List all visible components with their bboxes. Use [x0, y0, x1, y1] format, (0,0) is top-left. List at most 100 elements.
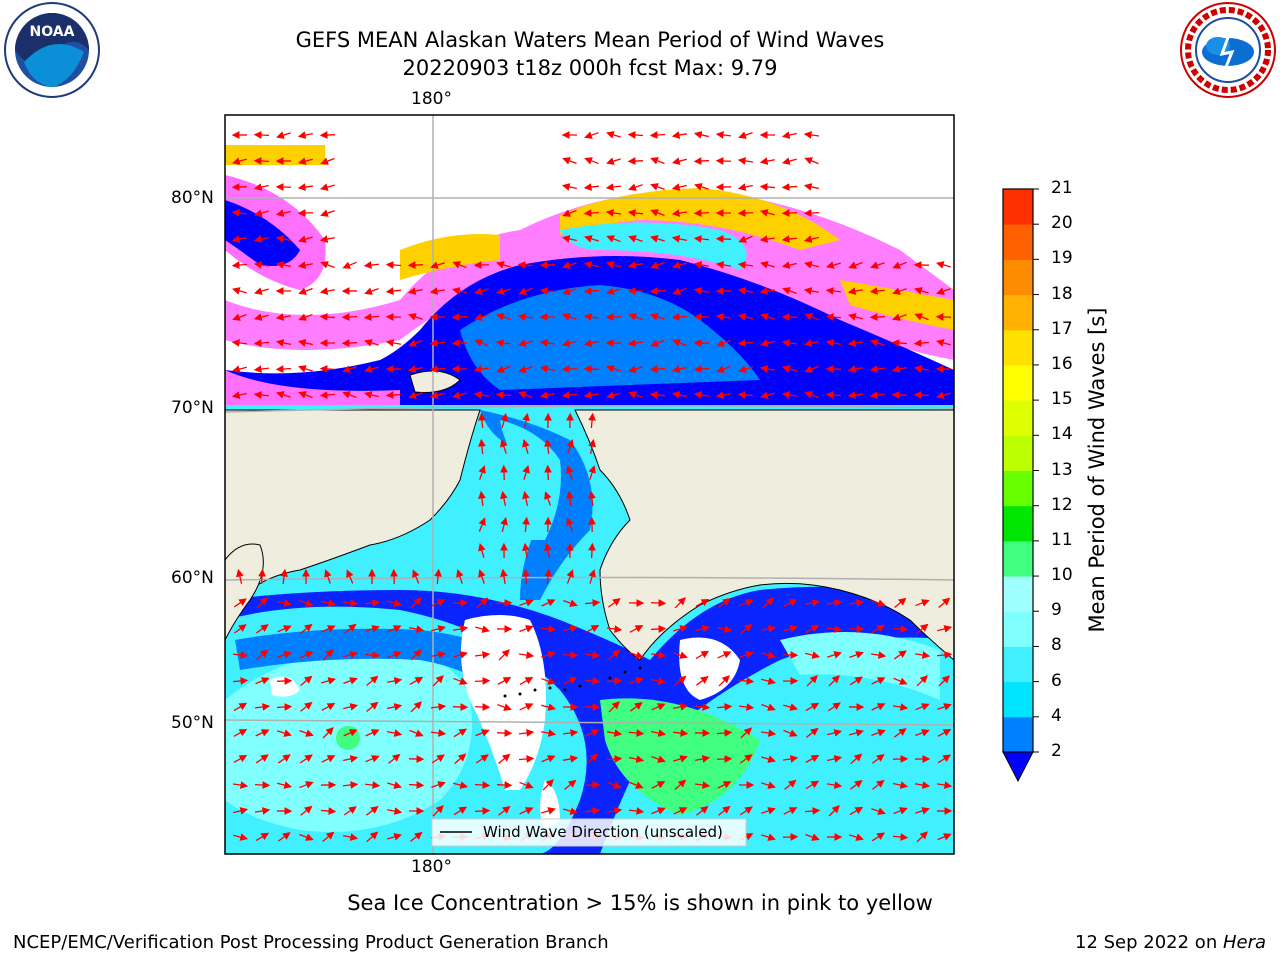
- wind-wave-arrow-icon: [759, 157, 776, 165]
- wind-wave-arrow-icon: [343, 729, 358, 737]
- wind-wave-arrow-icon: [232, 287, 247, 295]
- wind-wave-arrow-icon: [781, 339, 798, 347]
- wind-wave-arrow-icon: [694, 183, 709, 191]
- wind-wave-arrow-icon: [476, 597, 489, 609]
- wind-wave-arrow-icon: [231, 391, 247, 399]
- colorbar-tick-label: 4: [1051, 705, 1062, 726]
- wind-wave-arrow-icon: [280, 568, 288, 585]
- svg-text:NOAA: NOAA: [30, 24, 75, 40]
- wind-wave-arrow-icon: [298, 287, 313, 295]
- wind-wave-arrow-icon: [541, 599, 556, 607]
- colorbar-band: [1003, 400, 1033, 436]
- wind-wave-arrow-icon: [693, 365, 710, 373]
- wind-wave-arrow-icon: [475, 729, 490, 737]
- wind-wave-arrow-icon: [297, 183, 314, 191]
- wind-wave-arrow-icon: [783, 703, 798, 711]
- wind-wave-arrow-icon: [760, 261, 775, 269]
- wind-wave-arrow-icon: [562, 313, 577, 321]
- wind-wave-arrow-icon: [256, 649, 269, 661]
- wind-wave-arrow-icon: [760, 729, 777, 737]
- wind-wave-arrow-icon: [474, 313, 489, 321]
- wind-wave-arrow-icon: [566, 439, 574, 454]
- wind-wave-arrow-icon: [825, 287, 842, 295]
- colorbar-tick-label: 9: [1051, 600, 1062, 621]
- wind-wave-arrow-icon: [320, 157, 335, 165]
- wind-wave-arrow-icon: [913, 365, 929, 373]
- wind-wave-arrow-icon: [716, 339, 731, 347]
- wind-wave-arrow-icon: [671, 365, 687, 373]
- wind-wave-arrow-icon: [869, 391, 886, 399]
- wind-wave-arrow-icon: [561, 339, 577, 347]
- wind-wave-arrow-icon: [629, 625, 644, 633]
- wind-wave-arrow-icon: [716, 365, 731, 373]
- wind-wave-arrow-icon: [518, 729, 535, 737]
- lat-label-50: 50°N: [171, 713, 214, 733]
- colorbar-band: [1003, 540, 1033, 577]
- wind-wave-arrow-icon: [650, 235, 665, 243]
- wind-wave-arrow-icon: [849, 806, 864, 816]
- wind-wave-arrow-icon: [231, 261, 248, 269]
- wind-wave-arrow-icon: [474, 339, 489, 347]
- wind-wave-arrow-icon: [322, 649, 334, 661]
- wind-wave-arrow-icon: [803, 209, 820, 217]
- wind-wave-arrow-icon: [650, 313, 665, 321]
- colorbar-band: [1003, 646, 1033, 683]
- wind-wave-arrow-icon: [606, 755, 623, 763]
- wind-wave-arrow-icon: [737, 157, 754, 165]
- wind-wave-arrow-icon: [738, 365, 753, 373]
- wind-wave-arrow-icon: [363, 261, 380, 269]
- wind-wave-arrow-icon: [385, 339, 402, 347]
- wind-wave-arrow-icon: [805, 833, 820, 841]
- wind-wave-arrow-icon: [321, 677, 337, 685]
- colorbar-band: [1003, 259, 1033, 296]
- wind-wave-arrow-icon: [871, 677, 886, 685]
- wind-wave-arrow-icon: [715, 157, 732, 165]
- wind-wave-arrow-icon: [627, 131, 644, 139]
- wind-wave-arrow-icon: [541, 807, 556, 815]
- wind-wave-arrow-icon: [388, 753, 401, 764]
- wind-wave-arrow-icon: [478, 412, 486, 429]
- wind-wave-arrow-icon: [385, 261, 402, 269]
- wind-wave-arrow-icon: [827, 755, 843, 763]
- wind-wave-arrow-icon: [299, 833, 314, 841]
- wind-wave-arrow-icon: [869, 287, 886, 295]
- wind-wave-arrow-icon: [893, 650, 907, 660]
- wind-wave-arrow-icon: [650, 625, 667, 633]
- wind-wave-arrow-icon: [320, 261, 335, 269]
- wind-wave-arrow-icon: [850, 753, 863, 765]
- wind-wave-arrow-icon: [342, 781, 359, 789]
- wind-wave-arrow-icon: [343, 703, 359, 711]
- wind-wave-arrow-icon: [431, 754, 445, 764]
- wind-wave-arrow-icon: [804, 157, 819, 165]
- wind-wave-arrow-icon: [366, 831, 379, 843]
- wind-wave-arrow-icon: [430, 703, 447, 711]
- wind-wave-arrow-icon: [606, 807, 623, 815]
- wind-wave-arrow-icon: [319, 287, 336, 295]
- wind-wave-arrow-icon: [453, 806, 468, 816]
- colorbar-band: [1003, 435, 1033, 471]
- wind-wave-arrow-icon: [716, 755, 733, 763]
- wind-wave-arrow-icon: [695, 625, 711, 633]
- wind-wave-arrow-icon: [544, 491, 552, 506]
- wind-wave-arrow-icon: [584, 677, 601, 685]
- wind-wave-arrow-icon: [936, 651, 953, 659]
- wind-wave-arrow-icon: [783, 625, 798, 633]
- wind-wave-arrow-icon: [586, 753, 599, 765]
- wind-wave-arrow-icon: [871, 832, 885, 842]
- wind-wave-arrow-icon: [343, 755, 359, 763]
- wind-wave-arrow-icon: [737, 209, 754, 217]
- wind-wave-arrow-icon: [561, 391, 578, 399]
- wind-wave-arrow-icon: [365, 625, 380, 633]
- wind-wave-arrow-icon: [805, 651, 821, 659]
- wind-wave-arrow-icon: [606, 391, 621, 399]
- wind-wave-arrow-icon: [343, 833, 359, 841]
- wind-wave-arrow-icon: [474, 287, 489, 295]
- wind-wave-arrow-icon: [342, 365, 357, 373]
- wind-wave-arrow-icon: [297, 157, 313, 165]
- wind-wave-arrow-icon: [500, 439, 508, 454]
- wind-wave-arrow-icon: [522, 516, 530, 533]
- wind-wave-arrow-icon: [562, 651, 579, 659]
- wind-wave-arrow-icon: [716, 703, 733, 711]
- wind-wave-arrow-icon: [232, 651, 249, 659]
- wind-wave-arrow-icon: [453, 677, 468, 685]
